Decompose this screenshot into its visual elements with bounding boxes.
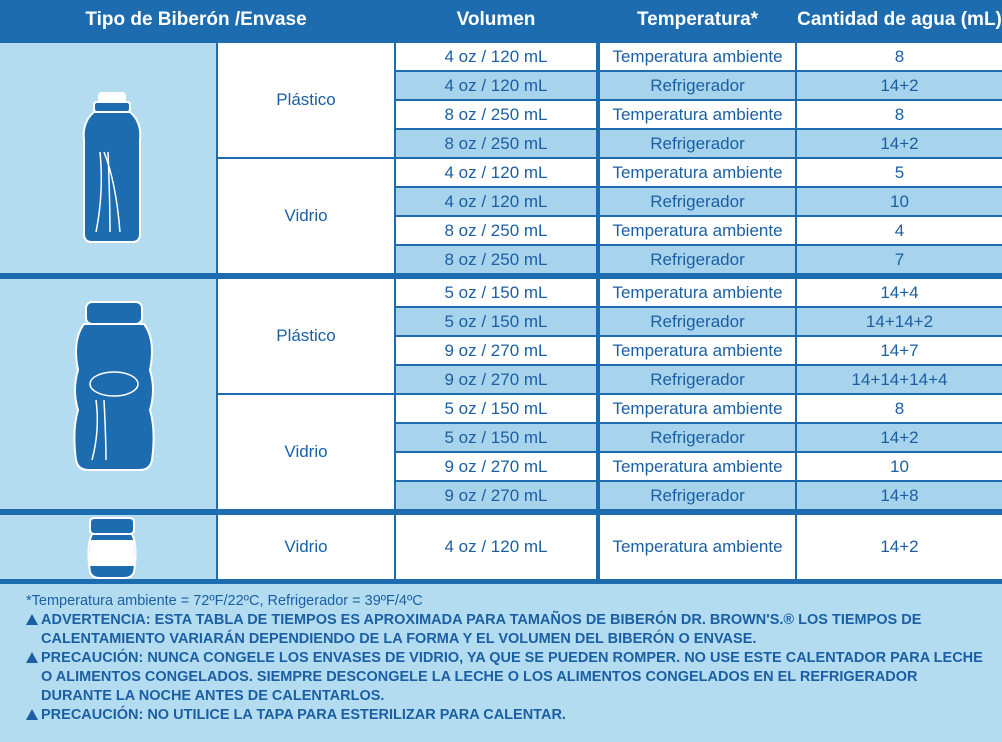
volume-cell: 4 oz / 120 mL <box>396 188 596 215</box>
volume-cell: 4 oz / 120 mL <box>396 43 596 70</box>
footnote: *Temperatura ambiente = 72ºF/22ºC, Refri… <box>26 593 423 609</box>
volume-cell: 5 oz / 150 mL <box>396 279 596 306</box>
volume-cell: 5 oz / 150 mL <box>396 424 596 451</box>
temperature-cell: Refrigerador <box>600 246 795 273</box>
material-cell: Vidrio <box>218 515 394 579</box>
water-cell: 8 <box>797 395 1002 422</box>
temperature-cell: Refrigerador <box>600 188 795 215</box>
volume-cell: 4 oz / 120 mL <box>396 159 596 186</box>
temperature-cell: Temperatura ambiente <box>600 159 795 186</box>
volume-cell: 8 oz / 250 mL <box>396 217 596 244</box>
water-cell: 14+4 <box>797 279 1002 306</box>
water-cell: 8 <box>797 101 1002 128</box>
water-cell: 14+2 <box>797 424 1002 451</box>
water-cell: 14+14+14+4 <box>797 366 1002 393</box>
temperature-cell: Temperatura ambiente <box>600 101 795 128</box>
temperature-cell: Refrigerador <box>600 424 795 451</box>
volume-cell: 4 oz / 120 mL <box>396 72 596 99</box>
volume-cell: 5 oz / 150 mL <box>396 308 596 335</box>
header-cell: Tipo de Biberón /Envase <box>85 9 307 30</box>
water-cell: 14+2 <box>797 515 1002 579</box>
volume-cell: 8 oz / 250 mL <box>396 101 596 128</box>
water-cell: 5 <box>797 159 1002 186</box>
water-cell: 14+2 <box>797 72 1002 99</box>
temperature-cell: Refrigerador <box>600 308 795 335</box>
volume-cell: 9 oz / 270 mL <box>396 337 596 364</box>
volume-cell: 5 oz / 150 mL <box>396 395 596 422</box>
water-cell: 8 <box>797 43 1002 70</box>
volume-cell: 8 oz / 250 mL <box>396 130 596 157</box>
jar-icon <box>87 517 137 579</box>
temperature-cell: Refrigerador <box>600 366 795 393</box>
temperature-cell: Temperatura ambiente <box>600 43 795 70</box>
warning: PRECAUCIÓN: NO UTILICE LA TAPA PARA ESTE… <box>26 706 990 725</box>
temperature-cell: Temperatura ambiente <box>600 279 795 306</box>
temperature-cell: Refrigerador <box>600 482 795 509</box>
temperature-cell: Temperatura ambiente <box>600 453 795 480</box>
bottle-icon <box>82 92 142 243</box>
water-cell: 14+2 <box>797 130 1002 157</box>
water-cell: 7 <box>797 246 1002 273</box>
water-cell: 14+7 <box>797 337 1002 364</box>
water-cell: 14+8 <box>797 482 1002 509</box>
warning: ADVERTENCIA: ESTA TABLA DE TIEMPOS ES AP… <box>26 611 990 649</box>
header-cell: Volumen <box>456 9 536 30</box>
water-cell: 10 <box>797 188 1002 215</box>
temperature-cell: Temperatura ambiente <box>600 395 795 422</box>
temperature-cell: Temperatura ambiente <box>600 337 795 364</box>
temperature-cell: Refrigerador <box>600 130 795 157</box>
volume-cell: 9 oz / 270 mL <box>396 482 596 509</box>
header-cell: Temperatura* <box>636 9 759 30</box>
material-cell: Plástico <box>218 279 394 393</box>
volume-cell: 8 oz / 250 mL <box>396 246 596 273</box>
wide-bottle-icon <box>73 301 155 471</box>
volume-cell: 9 oz / 270 mL <box>396 366 596 393</box>
water-cell: 14+14+2 <box>797 308 1002 335</box>
temperature-cell: Temperatura ambiente <box>600 217 795 244</box>
water-cell: 10 <box>797 453 1002 480</box>
temperature-cell: Temperatura ambiente <box>600 515 795 579</box>
temperature-cell: Refrigerador <box>600 72 795 99</box>
water-cell: 4 <box>797 217 1002 244</box>
notes: *Temperatura ambiente = 72ºF/22ºC, Refri… <box>0 584 1002 742</box>
material-cell: Vidrio <box>218 159 394 273</box>
volume-cell: 4 oz / 120 mL <box>396 515 596 579</box>
volume-cell: 9 oz / 270 mL <box>396 453 596 480</box>
header-cell: Cantidad de agua (mL) <box>797 9 1002 30</box>
warning: PRECAUCIÓN: NUNCA CONGELE LOS ENVASES DE… <box>26 649 990 706</box>
material-cell: Vidrio <box>218 395 394 509</box>
material-cell: Plástico <box>218 43 394 157</box>
